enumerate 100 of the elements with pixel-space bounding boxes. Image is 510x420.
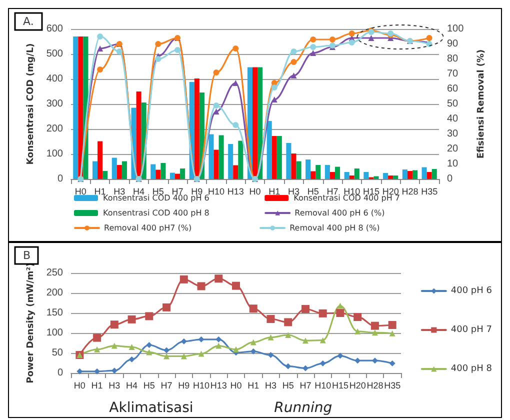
point [370,322,379,330]
point [388,321,396,329]
text: Running [274,400,332,416]
y-tick-label: 500 [46,48,64,60]
y-tick-label: 50 [52,348,64,358]
point [318,309,327,318]
legend-label: Removal 400 pH7 (%) [104,224,220,232]
point [164,347,170,354]
point [232,282,240,290]
bar [116,165,122,179]
bar [102,171,108,179]
bar [344,172,350,179]
point [97,66,104,72]
x-tick-label: H20 [349,380,366,390]
bar [98,141,103,179]
point [111,342,118,349]
y2-tick-label: 80 [447,54,459,64]
legend-label: 400 pH 6 [450,286,492,296]
x-tick-label: H35 [421,186,438,196]
point [290,72,297,78]
y2-tick-label: 90 [447,38,459,50]
point [354,313,362,321]
point [389,330,396,336]
bar [330,172,335,179]
point [368,35,374,41]
point [320,360,326,366]
y2-tick-label: 40 [447,114,459,124]
point [76,368,83,374]
x-tick-label: H5 [307,186,319,196]
bar [160,163,166,179]
x-tick-label: H13 [210,380,227,390]
bar [266,121,272,179]
point [290,48,297,54]
y-tick-label: 400 [46,74,64,84]
bar [286,143,292,179]
x-tick-label: H4 [126,380,138,390]
bar [175,174,180,179]
bar [374,176,379,179]
point [198,336,204,342]
point [336,309,344,317]
bar [150,164,156,179]
bar [136,92,142,179]
point [216,336,222,342]
x-tick-label: H10 [193,380,210,390]
chart-title: A. [23,15,34,28]
x-tick-label: H28 [366,380,384,390]
x-tick-label: H7 [300,380,312,390]
point [348,40,355,46]
bar [214,150,219,179]
point [110,320,118,329]
bar [208,134,214,179]
bar [407,171,412,179]
bar [412,170,418,179]
point [93,334,102,342]
point [354,328,361,334]
point [310,36,316,42]
x-tick-label: H9 [191,186,203,196]
bar [194,78,200,179]
point [268,352,274,358]
bar [310,171,316,179]
bar [238,140,244,179]
point [302,365,308,372]
point [290,59,297,65]
y2-axis-title: Efisiensi Removal (%) [476,49,486,159]
y-tick-label: 250 [46,268,64,278]
point [155,56,162,62]
text: Aklimatisasi [109,400,194,416]
x-tick-label: H1 [94,186,106,196]
point [128,344,135,350]
point [232,122,239,128]
bar [78,36,84,179]
point [197,282,206,290]
point [116,48,122,54]
legend-label: 400 pH 7 [450,325,492,335]
x-tick-label: H10 [344,186,360,196]
y2-tick-label: 60 [447,84,459,94]
bar [316,165,321,179]
point [162,303,171,312]
point [271,84,278,90]
point [216,342,222,349]
point [329,36,336,42]
bar [306,160,311,179]
bar [233,165,238,179]
chart-title: B [23,249,31,262]
bar [388,176,394,179]
y2-tick-label: 100 [447,24,464,34]
bar [272,136,277,179]
y2-tick-label: 0 [447,174,453,184]
legend-label: Konsentrasi COD 400 pH 6 [103,194,225,202]
y-tick-label: 600 [46,24,64,34]
point [213,70,220,76]
bar [354,168,360,179]
x-tick-label: H1 [91,380,103,390]
bar [218,135,224,179]
point [174,47,181,53]
point [268,334,274,340]
x-tick-label: H5 [143,380,155,390]
x-tick-label: H0 [249,186,261,196]
x-tick-label: H35 [384,380,401,390]
point [145,312,154,320]
